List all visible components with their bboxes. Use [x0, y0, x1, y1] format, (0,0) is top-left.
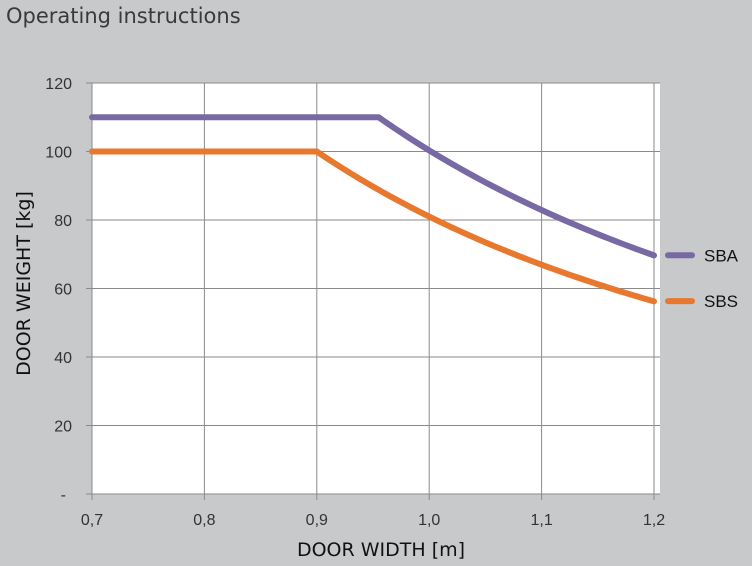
y-tick-label: 80	[54, 213, 72, 230]
y-tick-label: 20	[54, 419, 72, 436]
series-line-sba	[89, 114, 657, 259]
x-tick-label: 1,2	[643, 512, 665, 529]
x-tick-label: 1,0	[418, 512, 440, 529]
y-tick-label: 100	[45, 145, 72, 162]
x-axis-label: DOOR WIDTH [m]	[297, 539, 465, 561]
y-axis-label: DOOR WEIGHT [kg]	[13, 191, 35, 376]
x-tick-label: 0,9	[306, 512, 328, 529]
y-tick-label: 60	[54, 282, 72, 299]
y-tick-label: 120	[45, 76, 72, 93]
page-title: Operating instructions	[6, 4, 241, 28]
legend-label-sba: SBA	[704, 246, 739, 265]
x-tick-label: 0,7	[81, 512, 103, 529]
x-tick-label: 1,1	[530, 512, 552, 529]
y-tick-label: 40	[54, 350, 72, 367]
x-tick-label: 0,8	[193, 512, 215, 529]
legend-label-sbs: SBS	[704, 292, 738, 311]
series-line-sbs	[89, 148, 657, 305]
y-tick-label: -	[61, 487, 66, 504]
